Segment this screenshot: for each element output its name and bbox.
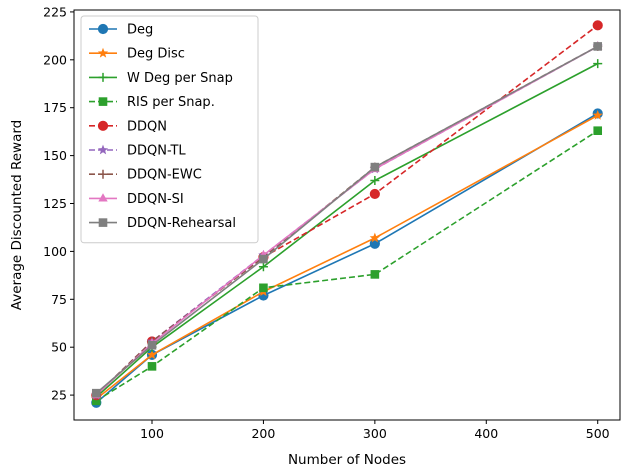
x-tick-label: 300 (363, 426, 387, 441)
y-tick-label: 225 (43, 4, 67, 19)
data-point-deg-disc (592, 109, 603, 120)
y-tick-label: 25 (51, 388, 67, 403)
y-axis-label: Average Discounted Reward (9, 120, 25, 310)
data-point-ris-per-snap (147, 362, 157, 371)
y-tick-label: 75 (51, 292, 67, 307)
legend-label: W Deg per Snap (127, 71, 233, 86)
y-tick-label: 200 (43, 52, 67, 67)
legend-label: DDQN-SI (127, 192, 184, 207)
legend-item-ris-per-snap: RIS per Snap. (89, 95, 215, 110)
series-ddqn-rehearsal (91, 42, 603, 398)
legend-item-ddqn-tl: DDQN-TL (89, 144, 186, 159)
data-point-ris-per-snap (91, 396, 101, 406)
x-axis-label: Number of Nodes (288, 452, 406, 468)
legend-box (80, 15, 259, 244)
x-tick-label: 200 (251, 426, 275, 441)
legend-marker (97, 23, 109, 35)
legend-marker (97, 47, 109, 58)
data-point-ddqn-rehearsal (593, 42, 603, 51)
y-tick-label: 175 (43, 100, 67, 115)
x-tick-label: 400 (474, 426, 498, 441)
legend-label: DDQN-TL (127, 144, 186, 159)
y-axis: 25 50 75 100 125 150 175 200 225 (43, 4, 74, 403)
data-point-deg-disc (369, 232, 380, 243)
data-point-ddqn-rehearsal (370, 162, 380, 172)
data-point-deg (369, 238, 380, 249)
data-point-ddqn (592, 20, 603, 31)
legend-label: Deg (127, 23, 153, 38)
data-point-ddqn-rehearsal (91, 388, 101, 398)
plot-area (91, 20, 603, 408)
x-axis: 100 200 300 400 500 (140, 420, 610, 441)
data-point-w-deg-per-snap (258, 262, 268, 272)
legend-marker (98, 97, 108, 106)
plot-frame (73, 9, 621, 421)
data-point-w-deg-per-snap (593, 59, 603, 69)
legend-item-deg: Deg (89, 23, 153, 38)
data-point-ddqn-rehearsal (259, 254, 268, 264)
series-ris-per-snap (91, 126, 603, 406)
legend-item-ddqn: DDQN (89, 119, 167, 134)
legend-label: DDQN-Rehearsal (127, 216, 236, 231)
x-tick-label: 500 (586, 426, 610, 441)
y-tick-label: 150 (43, 148, 67, 163)
legend: Deg Deg Disc W Deg per Snap RIS per Snap. DD… (80, 15, 259, 244)
legend-marker (97, 120, 109, 131)
data-point-ddqn (369, 188, 380, 200)
legend-marker (98, 72, 108, 82)
data-point-ris-per-snap (593, 126, 603, 136)
y-tick-label: 50 (51, 340, 67, 355)
legend-item-ddqn-si: DDQN-SI (89, 192, 184, 207)
data-point-ris-per-snap (370, 270, 380, 279)
data-point-w-deg-per-snap (370, 176, 380, 186)
legend-label: RIS per Snap. (127, 95, 215, 110)
y-tick-label: 125 (43, 196, 67, 211)
y-tick-label: 100 (43, 244, 67, 259)
legend-item-deg-disc: Deg Disc (89, 47, 185, 62)
data-point-ddqn-rehearsal (147, 340, 157, 350)
legend-item-ddqn-rehearsal: DDQN-Rehearsal (89, 216, 236, 231)
x-tick-label: 100 (140, 426, 164, 441)
data-point-deg-disc (146, 349, 158, 360)
data-point-ris-per-snap (259, 283, 268, 293)
legend-item-ddqn-ewc: DDQN-EWC (89, 168, 202, 183)
legend-label: DDQN-EWC (127, 168, 202, 183)
legend-marker (98, 218, 108, 227)
legend-marker (98, 169, 108, 179)
legend-marker (98, 193, 108, 202)
legend-label: DDQN (127, 119, 167, 134)
legend-label: Deg Disc (127, 47, 185, 62)
legend-marker (97, 144, 109, 155)
legend-item-w-deg-per-snap: W Deg per Snap (89, 71, 233, 86)
